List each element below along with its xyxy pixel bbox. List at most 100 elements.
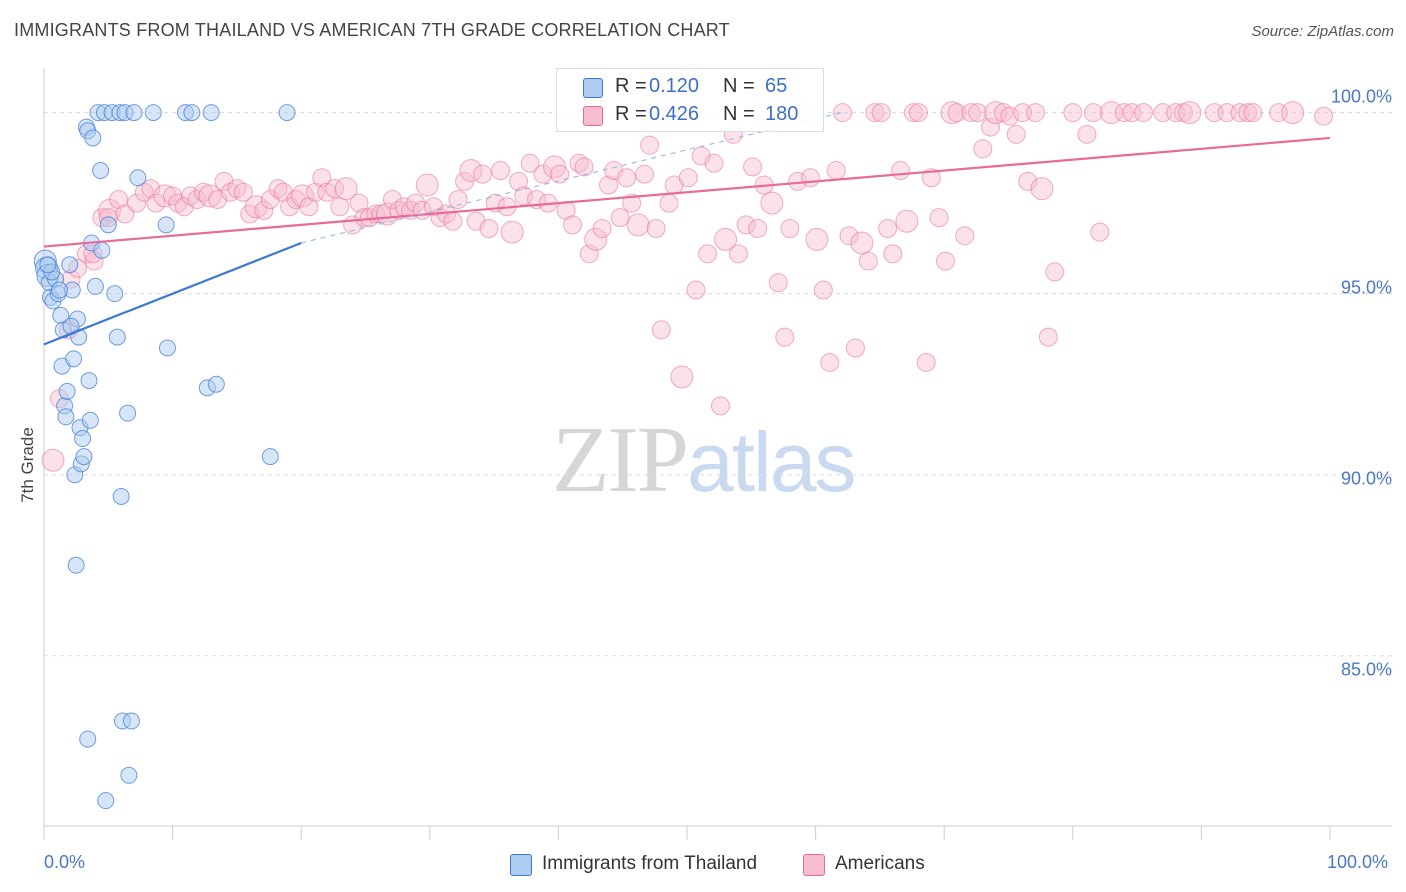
point-americans (325, 179, 345, 199)
point-americans (141, 179, 161, 199)
y-axis-label: 7th Grade (18, 427, 37, 503)
point-americans (635, 164, 655, 184)
watermark-atlas: atlas (687, 415, 856, 509)
point-americans (406, 193, 426, 213)
point-americans (921, 168, 941, 188)
axes (43, 68, 1392, 840)
point-americans (890, 161, 910, 181)
point-americans (187, 190, 207, 210)
point-americans (290, 184, 314, 208)
trend-line-thailand-extension (301, 112, 842, 244)
point-americans (153, 184, 177, 208)
point-americans (845, 338, 865, 358)
point-americans (850, 231, 874, 255)
trend-lines (43, 112, 1331, 346)
point-americans (459, 159, 483, 183)
point-thailand (120, 766, 138, 784)
point-thailand (79, 730, 97, 748)
point-americans (556, 200, 576, 220)
point-americans (617, 168, 637, 188)
point-americans (349, 193, 369, 213)
legend-swatch-blue (583, 78, 603, 98)
point-americans (743, 157, 763, 177)
point-thailand (202, 104, 220, 122)
point-americans (448, 190, 468, 210)
point-americans (826, 161, 846, 181)
legend-row-americans: R = 0.426 N = 180 (557, 100, 823, 128)
point-thailand (112, 487, 130, 505)
point-americans (574, 157, 594, 177)
point-americans (599, 175, 619, 195)
bottom-legend-swatch-blue (510, 854, 532, 876)
trend-line-thailand (43, 241, 302, 346)
legend-r-value: 0.426 (649, 103, 700, 125)
point-americans (626, 213, 650, 237)
point-americans (686, 280, 706, 300)
point-thailand (75, 448, 93, 466)
point-americans (1026, 103, 1046, 123)
point-americans (1281, 101, 1305, 125)
point-americans (1178, 101, 1202, 125)
point-thailand (129, 169, 147, 187)
point-americans (748, 218, 768, 238)
point-americans (704, 153, 724, 173)
point-americans (1006, 124, 1026, 144)
point-thailand (67, 556, 85, 574)
point-americans (233, 182, 253, 202)
bottom-legend-swatch-pink (803, 854, 825, 876)
point-thailand (57, 408, 75, 426)
point-americans (728, 244, 748, 264)
point-americans (514, 186, 534, 206)
point-americans (820, 352, 840, 372)
point-americans (41, 448, 65, 472)
point-americans (491, 161, 511, 181)
point-americans (940, 101, 964, 125)
legend-r-label: R = (615, 75, 647, 97)
point-americans (227, 179, 247, 199)
point-thailand (58, 382, 76, 400)
point-americans (334, 177, 358, 201)
point-americans (354, 208, 374, 228)
point-thailand (157, 216, 175, 234)
point-americans (563, 215, 583, 235)
point-thailand (261, 448, 279, 466)
point-americans (1038, 327, 1058, 347)
point-americans (533, 164, 553, 184)
point-americans (883, 244, 903, 264)
point-americans (895, 209, 919, 233)
point-americans (109, 190, 129, 210)
point-americans (1063, 103, 1083, 123)
point-americans (569, 153, 589, 173)
legend-swatch-pink (583, 106, 603, 126)
point-americans (935, 251, 955, 271)
watermark: ZIPatlas (552, 405, 856, 514)
point-americans (775, 327, 795, 347)
point-thailand (144, 104, 162, 122)
x-tick-label-max: 100.0% (1327, 852, 1389, 872)
point-americans (839, 226, 859, 246)
point-americans (961, 103, 981, 123)
point-americans (443, 211, 463, 231)
point-americans (479, 218, 499, 238)
point-americans (1243, 103, 1263, 123)
point-americans (1314, 106, 1334, 126)
legend-n-label: N = (723, 103, 755, 125)
point-americans (330, 197, 350, 217)
point-americans (955, 226, 975, 246)
point-americans (146, 193, 166, 213)
point-americans (670, 365, 694, 389)
point-thailand (207, 375, 225, 393)
legend-r-value: 0.120 (649, 75, 700, 97)
point-americans (813, 280, 833, 300)
point-thailand (119, 404, 137, 422)
legend-n-value: 180 (765, 103, 799, 125)
point-americans (312, 168, 332, 188)
point-americans (678, 168, 698, 188)
point-thailand (183, 104, 201, 122)
point-thailand (86, 277, 104, 295)
point-americans (550, 164, 570, 184)
bottom-legend-label: Americans (835, 853, 925, 874)
point-americans (878, 218, 898, 238)
point-thailand (65, 350, 83, 368)
